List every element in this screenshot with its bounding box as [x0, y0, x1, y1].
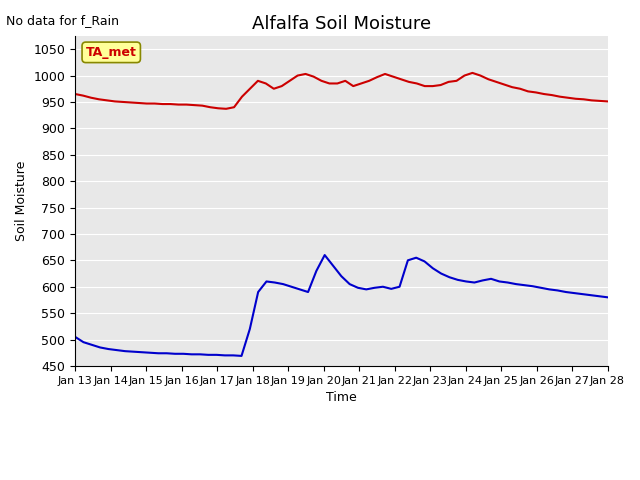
Legend:  — [337, 422, 346, 432]
Text: No data for f_Rain: No data for f_Rain — [6, 14, 120, 27]
Text: TA_met: TA_met — [86, 46, 137, 59]
Y-axis label: Soil Moisture: Soil Moisture — [15, 161, 28, 241]
X-axis label: Time: Time — [326, 391, 356, 404]
Title: Alfalfa Soil Moisture: Alfalfa Soil Moisture — [252, 15, 431, 33]
